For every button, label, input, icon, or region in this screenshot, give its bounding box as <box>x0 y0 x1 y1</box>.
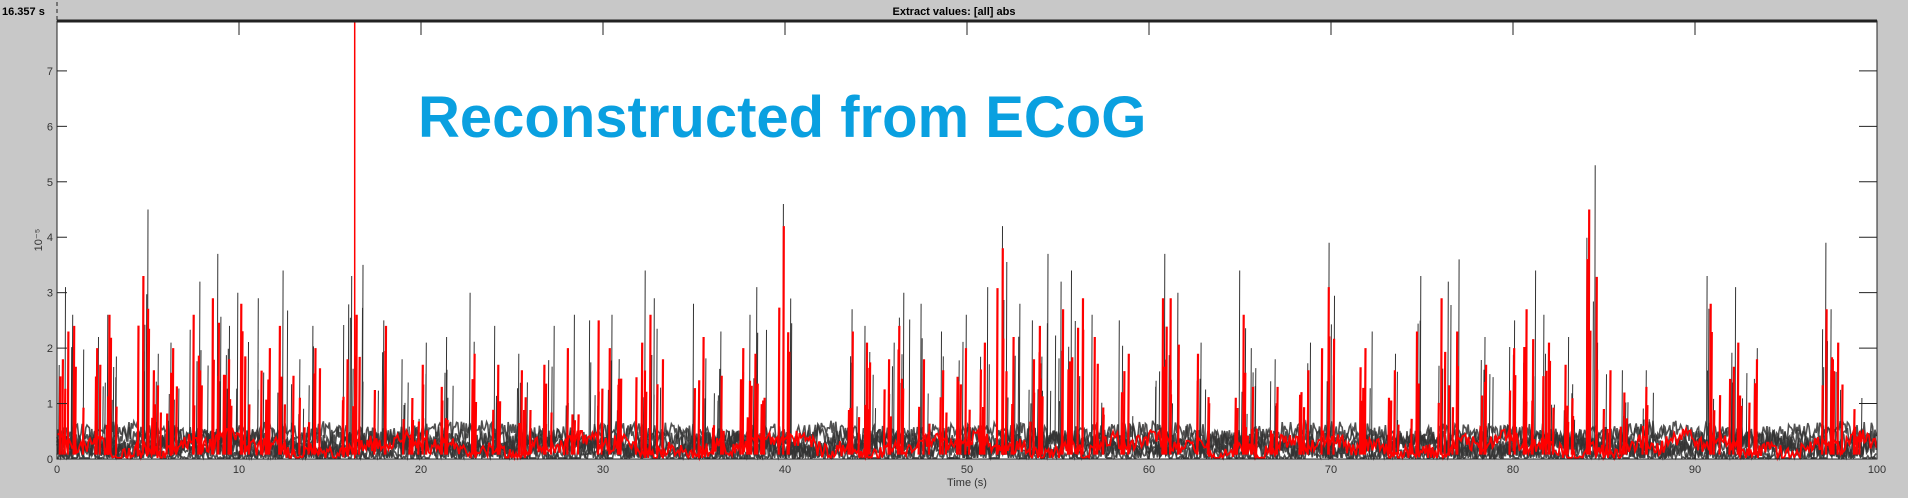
y-tick-label: 4 <box>47 232 53 244</box>
x-tick-label: 40 <box>779 464 791 476</box>
annotation-text: Reconstructed from ECoG <box>418 85 1146 150</box>
y-tick-label: 5 <box>47 177 53 189</box>
x-tick-label: 20 <box>415 464 427 476</box>
ticks-layer: 0 10 20 30 40 50 60 70 80 90 100 0 1 2 3 4 5 6 7 <box>47 2 1886 476</box>
y-tick-label: 2 <box>47 343 53 355</box>
highlight-peaks <box>58 209 1861 455</box>
x-tick-label: 80 <box>1507 464 1519 476</box>
x-tick-label: 60 <box>1143 464 1155 476</box>
x-tick-label: 0 <box>54 464 60 476</box>
time-readout: 16.357 s <box>2 6 45 18</box>
y-tick-label: 1 <box>47 399 53 411</box>
y-tick-label: 6 <box>47 121 53 133</box>
x-axis-label: Time (s) <box>947 477 987 489</box>
y-tick-label: 0 <box>47 454 53 466</box>
y-tick-label: 3 <box>47 288 53 300</box>
chart-title: Extract values: [all] abs <box>892 6 1016 18</box>
x-tick-label: 100 <box>1868 464 1886 476</box>
x-tick-label: 10 <box>233 464 245 476</box>
highlight-layer <box>56 209 1878 462</box>
x-tick-label: 90 <box>1689 464 1701 476</box>
y-axis-label: 10⁻⁵ <box>33 229 45 252</box>
x-tick-label: 50 <box>961 464 973 476</box>
y-tick-label: 7 <box>47 66 53 78</box>
x-tick-label: 70 <box>1325 464 1337 476</box>
x-tick-label: 30 <box>597 464 609 476</box>
